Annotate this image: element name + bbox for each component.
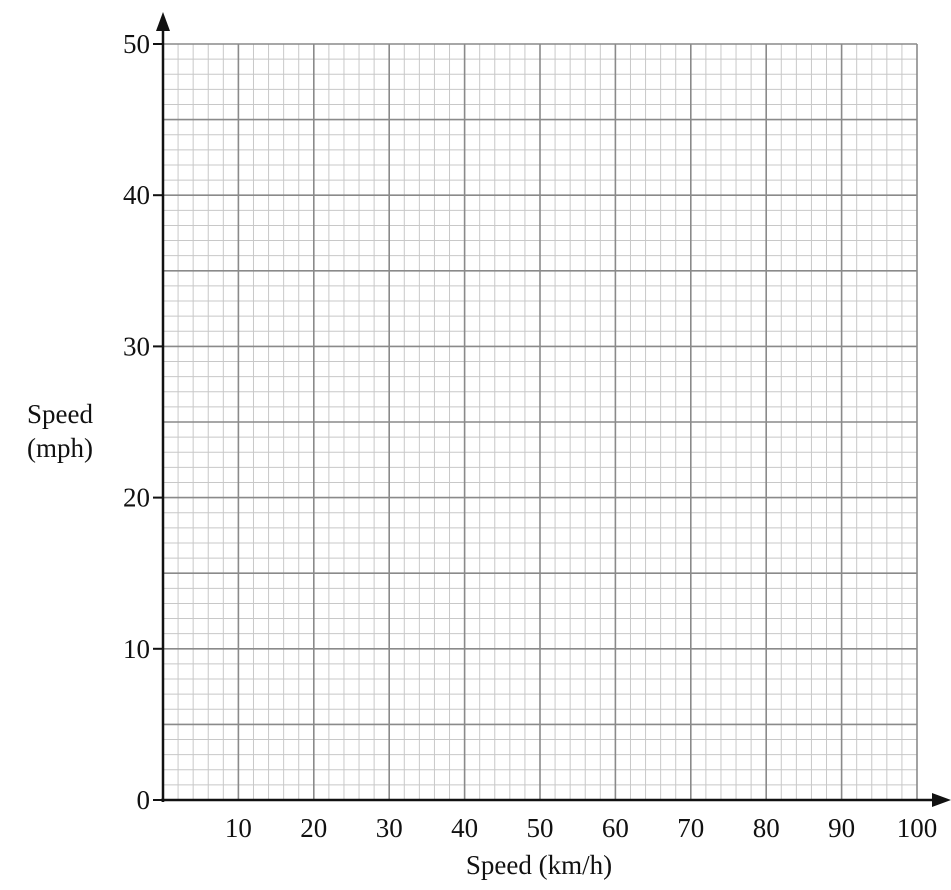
y-tick-label: 0 <box>137 785 151 815</box>
x-tick-labels: 10 20 30 40 50 60 70 80 90 100 <box>225 813 937 843</box>
x-tick-label: 70 <box>677 813 704 843</box>
x-tick-label: 50 <box>527 813 554 843</box>
y-tick-label: 50 <box>123 29 150 59</box>
y-tick-label: 20 <box>123 483 150 513</box>
grid-major-lines <box>162 43 918 801</box>
y-tick-label: 10 <box>123 634 150 664</box>
x-tick-label: 80 <box>753 813 780 843</box>
y-axis-label-line1: Speed <box>27 399 93 429</box>
y-axis-label-line2: (mph) <box>27 433 93 463</box>
x-tick-label: 40 <box>451 813 478 843</box>
y-axis-arrow-icon <box>156 12 170 31</box>
x-tick-label: 90 <box>828 813 855 843</box>
axes <box>156 12 951 807</box>
x-tick-label: 60 <box>602 813 629 843</box>
x-tick-label: 30 <box>376 813 403 843</box>
x-tick-label: 20 <box>300 813 327 843</box>
y-tick-label: 30 <box>123 331 150 361</box>
x-tick-label: 10 <box>225 813 252 843</box>
y-tick-labels: 0 10 20 30 40 50 <box>123 29 163 815</box>
y-tick-label: 40 <box>123 180 150 210</box>
x-axis-label: Speed (km/h) <box>466 850 612 880</box>
x-tick-label: 100 <box>897 813 938 843</box>
x-axis-arrow-icon <box>932 793 951 807</box>
